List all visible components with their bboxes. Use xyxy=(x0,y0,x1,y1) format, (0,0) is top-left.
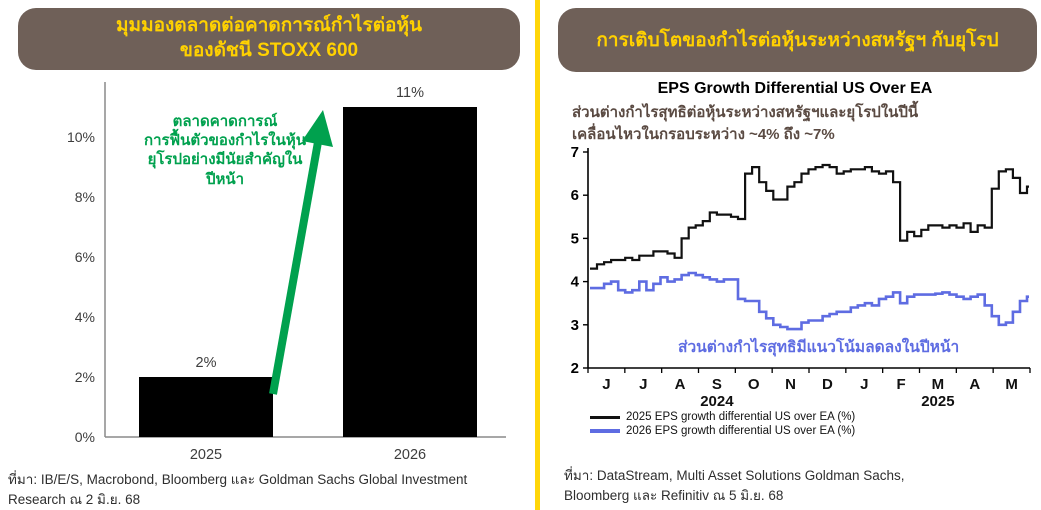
line-y-tick-label: 4 xyxy=(571,274,580,291)
bar-y-tick-label: 8% xyxy=(75,189,95,205)
bar-y-tick-label: 10% xyxy=(67,129,95,145)
month-label: N xyxy=(785,376,796,393)
source-line: Research ณ 2 มิ.ย. 68 xyxy=(8,491,141,507)
bar-y-tick-label: 2% xyxy=(75,369,95,385)
annotation-line: ปีหน้า xyxy=(205,170,245,188)
line-y-tick-label: 5 xyxy=(571,230,579,247)
annotation-line: ตลาดคาดการณ์ xyxy=(172,113,278,130)
legend-swatch-2025 xyxy=(590,415,620,419)
month-label: J xyxy=(639,376,647,393)
line-y-tick-label: 6 xyxy=(571,187,579,204)
legend-item-2026: 2026 EPS growth differential US over EA … xyxy=(590,424,855,438)
annotation-line: ยุโรปอย่างมีนัยสำคัญใน xyxy=(147,151,303,169)
month-label: O xyxy=(748,376,760,393)
left-panel-header: มุมมองตลาดต่อคาดการณ์กำไรต่อหุ้น ของดัชน… xyxy=(18,8,520,70)
month-label: M xyxy=(932,376,945,393)
bar-2026 xyxy=(343,107,477,437)
panel-divider xyxy=(535,0,540,510)
month-label: A xyxy=(675,376,686,393)
bar-chart-annotation: ตลาดคาดการณ์ การฟื้นตัวของกำไรในหุ้น ยุโ… xyxy=(112,112,338,189)
bar-y-tick-label: 6% xyxy=(75,249,95,265)
year-label: 2024 xyxy=(700,393,734,410)
line-chart-annotation-top: ส่วนต่างกำไรสุทธิต่อหุ้นระหว่างสหรัฐฯและ… xyxy=(572,102,918,146)
legend-item-2025: 2025 EPS growth differential US over EA … xyxy=(590,410,855,424)
bar-value-label: 2% xyxy=(196,355,217,371)
line-y-tick-label: 2 xyxy=(571,360,579,377)
month-label: A xyxy=(969,376,980,393)
month-label: D xyxy=(822,376,833,393)
left-header-line1: มุมมองตลาดต่อคาดการณ์กำไรต่อหุ้น xyxy=(116,15,422,37)
right-source-note: ที่มา: DataStream, Multi Asset Solutions… xyxy=(564,466,1034,505)
bar-category-label: 2025 xyxy=(190,447,222,463)
bar-value-label: 11% xyxy=(396,85,424,101)
stoxx600-eps-bar-chart: 0% 2% 4% 6% 8% 10% 2% 2025 11% 2026 xyxy=(67,82,506,463)
eps-differential-line-chart: 2 3 4 5 6 7 J J A S O N D J F M A M 2024 2025 xyxy=(571,144,1031,410)
series-line-2025 xyxy=(590,163,1029,270)
bar-y-tick-label: 4% xyxy=(75,309,95,325)
annotation-line: ส่วนต่างกำไรสุทธิต่อหุ้นระหว่างสหรัฐฯและ… xyxy=(572,104,919,121)
line-chart-annotation-blue: ส่วนต่างกำไรสุทธิมีแนวโน้มลดลงในปีหน้า xyxy=(678,339,960,356)
line-y-tick-label: 7 xyxy=(571,144,579,161)
source-line: ที่มา: IB/E/S, Macrobond, Bloomberg และ … xyxy=(8,472,468,487)
left-header-line2: ของดัชนี STOXX 600 xyxy=(179,40,359,61)
line-chart-legend: 2025 EPS growth differential US over EA … xyxy=(590,410,855,438)
bar-y-tick-label: 0% xyxy=(75,429,95,445)
annotation-line: การฟื้นตัวของกำไรในหุ้น xyxy=(143,132,306,150)
source-line: ที่มา: DataStream, Multi Asset Solutions… xyxy=(564,468,905,483)
line-chart-title: EPS Growth Differential US Over EA xyxy=(657,80,933,97)
legend-swatch-2026 xyxy=(590,429,620,433)
series-line-2026 xyxy=(590,271,1029,331)
bar-category-label: 2026 xyxy=(394,447,426,463)
annotation-line: เคลื่อนไหวในกรอบระหว่าง ~4% ถึง ~7% xyxy=(572,125,835,143)
year-label: 2025 xyxy=(921,393,954,410)
right-panel-header: การเติบโตของกำไรต่อหุ้นระหว่างสหรัฐฯ กับ… xyxy=(558,8,1037,72)
legend-label: 2026 EPS growth differential US over EA … xyxy=(626,425,856,437)
growth-arrow-shaft xyxy=(269,141,322,395)
month-label: M xyxy=(1005,376,1018,393)
month-label: J xyxy=(860,376,868,393)
bar-2025 xyxy=(139,377,273,437)
month-label: J xyxy=(602,376,610,393)
source-line: Bloomberg และ Refinitiv ณ 5 มิ.ย. 68 xyxy=(564,487,784,503)
right-header-text: การเติบโตของกำไรต่อหุ้นระหว่างสหรัฐฯ กับ… xyxy=(596,30,999,51)
month-label: F xyxy=(896,376,905,393)
growth-arrow-head xyxy=(302,110,333,147)
legend-label: 2025 EPS growth differential US over EA … xyxy=(626,411,856,423)
left-source-note: ที่มา: IB/E/S, Macrobond, Bloomberg และ … xyxy=(8,470,523,509)
month-label: S xyxy=(712,376,722,393)
line-y-tick-label: 3 xyxy=(571,317,579,334)
